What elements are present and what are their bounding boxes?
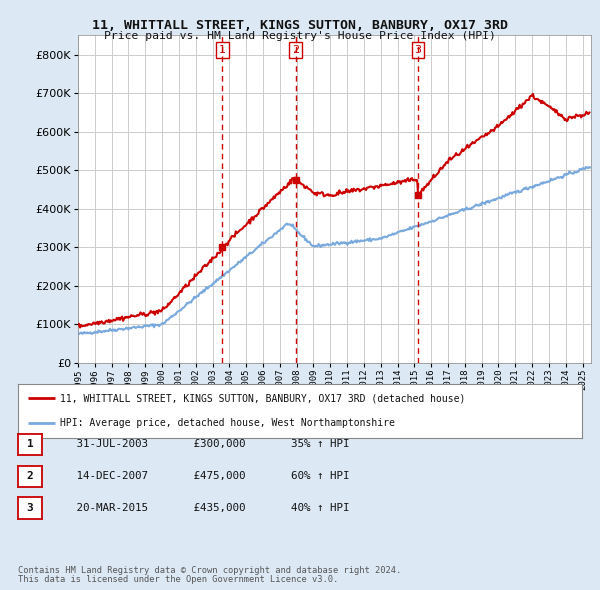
Text: HPI: Average price, detached house, West Northamptonshire: HPI: Average price, detached house, West… — [60, 418, 395, 428]
Text: This data is licensed under the Open Government Licence v3.0.: This data is licensed under the Open Gov… — [18, 575, 338, 584]
Text: Contains HM Land Registry data © Crown copyright and database right 2024.: Contains HM Land Registry data © Crown c… — [18, 566, 401, 575]
Text: 11, WHITTALL STREET, KINGS SUTTON, BANBURY, OX17 3RD (detached house): 11, WHITTALL STREET, KINGS SUTTON, BANBU… — [60, 393, 466, 403]
Text: 20-MAR-2015       £435,000       40% ↑ HPI: 20-MAR-2015 £435,000 40% ↑ HPI — [57, 503, 349, 513]
Text: 2: 2 — [292, 45, 299, 55]
Text: 3: 3 — [415, 45, 422, 55]
Text: 2: 2 — [26, 471, 34, 481]
Text: 1: 1 — [219, 45, 226, 55]
Text: 14-DEC-2007       £475,000       60% ↑ HPI: 14-DEC-2007 £475,000 60% ↑ HPI — [57, 471, 349, 481]
Text: 11, WHITTALL STREET, KINGS SUTTON, BANBURY, OX17 3RD: 11, WHITTALL STREET, KINGS SUTTON, BANBU… — [92, 19, 508, 32]
Text: 31-JUL-2003       £300,000       35% ↑ HPI: 31-JUL-2003 £300,000 35% ↑ HPI — [57, 440, 349, 449]
Text: Price paid vs. HM Land Registry's House Price Index (HPI): Price paid vs. HM Land Registry's House … — [104, 31, 496, 41]
Text: 3: 3 — [26, 503, 34, 513]
Text: 1: 1 — [26, 440, 34, 449]
